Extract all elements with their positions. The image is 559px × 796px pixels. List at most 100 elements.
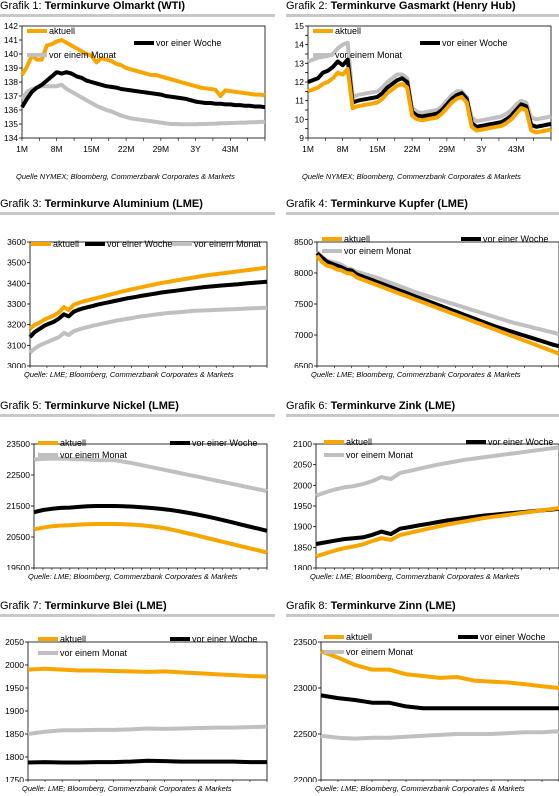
y-tick-label: 8000	[294, 268, 313, 278]
legend-label: aktuell	[344, 234, 370, 244]
line-chart: 650070007500800085001M8M15M22M29M3Y43Mak…	[294, 234, 559, 368]
series-line-3	[27, 724, 268, 736]
series-line-3	[307, 40, 552, 124]
y-tick-label: 13	[295, 58, 305, 68]
chart-title-prefix: Grafik 1	[0, 0, 39, 12]
plot-frame	[29, 241, 268, 367]
series-line-2	[320, 693, 559, 711]
x-tick-label: 29M	[153, 144, 170, 154]
title-separator: :	[324, 0, 331, 12]
title-rule	[0, 614, 275, 617]
legend-label: vor einer Woche	[192, 634, 257, 644]
chart-title-text: Terminkurve Zinn (LME)	[330, 600, 456, 612]
chart-title-text: Terminkurve Nickel (LME)	[44, 400, 179, 412]
y-tick-label: 12	[295, 77, 305, 87]
chart-title: Grafik 6: Terminkurve Zink (LME)	[286, 400, 455, 413]
legend-label: vor einem Monat	[60, 450, 128, 460]
title-separator: :	[38, 0, 45, 12]
y-tick-label: 136	[4, 105, 18, 115]
line-chart: 18001850190019502000205021001M8M15M22Mak…	[293, 437, 559, 570]
y-tick-label: 140	[4, 49, 18, 59]
y-tick-label: 3600	[7, 237, 26, 247]
chart-title: Grafik 2: Terminkurve Gasmarkt (Henry Hu…	[286, 0, 516, 13]
series-line-1	[33, 522, 268, 555]
chart-title: Grafik 7: Terminkurve Blei (LME)	[0, 600, 167, 613]
chart-source: Quelle: LME; Bloomberg, Commerzbank Corp…	[311, 370, 521, 379]
chart-title-prefix: Grafik 3	[0, 198, 39, 210]
legend-label: vor einem Monat	[194, 239, 262, 249]
plot-frame	[320, 641, 559, 781]
y-tick-label: 21500	[6, 501, 30, 511]
y-tick-label: 23500	[6, 439, 30, 449]
chart-title-text: Terminkurve Kupfer (LME)	[330, 198, 468, 210]
legend-label: aktuell	[335, 26, 361, 36]
title-rule	[286, 14, 559, 17]
y-tick-label: 2100	[293, 439, 312, 449]
series-line-1	[28, 265, 268, 331]
y-tick-label: 1750	[5, 775, 24, 782]
y-tick-label: 3300	[7, 299, 26, 309]
line-chart: 134 135 136 137 138 139 140 141 142 1M 8M 15M 22M 29M…	[4, 21, 266, 154]
chart-title: Grafik 1: Terminkurve Olmarkt (WTI)	[0, 0, 185, 13]
title-separator: :	[38, 400, 45, 412]
series-line-2	[33, 504, 268, 533]
title-rule	[0, 14, 275, 17]
y-tick-label: 141	[4, 35, 18, 45]
y-tick-label: 1900	[5, 706, 24, 716]
chart-panel-3: Grafik 3: Terminkurve Aluminium (LME) 300…	[0, 198, 275, 394]
x-tick-label: 43M	[508, 144, 525, 154]
series-line-3	[20, 82, 265, 127]
chart-panel-7: Grafik 7: Terminkurve Blei (LME) 1750 1800…	[0, 600, 275, 796]
legend-label: vor einem Monat	[346, 450, 414, 460]
legend-label: vor einer Woche	[488, 437, 553, 447]
chart-title: Grafik 4: Terminkurve Kupfer (LME)	[286, 198, 468, 211]
y-tick-label: 137	[4, 91, 18, 101]
y-tick-label: 1850	[5, 729, 24, 739]
title-separator: :	[324, 400, 331, 412]
y-tick-label: 14	[295, 40, 305, 50]
chart-title-text: Terminkurve Olmarkt (WTI)	[44, 0, 186, 12]
y-tick-label: 3500	[7, 258, 26, 268]
y-tick-label: 10	[295, 114, 305, 124]
series-line-2	[307, 57, 552, 129]
chart-title-text: Terminkurve Aluminium (LME)	[44, 198, 203, 210]
title-rule	[286, 212, 559, 215]
line-chart: 220002250023000235001M4M7M10M13Maktuellv…	[293, 632, 559, 782]
series-line-2	[315, 251, 559, 349]
chart-title: Grafik 3: Terminkurve Aluminium (LME)	[0, 198, 203, 211]
x-tick-label: 8M	[51, 144, 63, 154]
series-line-3	[315, 250, 559, 337]
x-tick-label: 15M	[369, 144, 386, 154]
line-chart: 9 10 11 12 13 14 15 1M 8M 15M 22M 29M 3Y 43M aktuell vo…	[295, 21, 552, 154]
title-separator: :	[38, 600, 45, 612]
x-tick-label: 3Y	[190, 144, 201, 154]
chart-title-prefix: Grafik 2	[286, 0, 325, 12]
series-line-2	[20, 70, 266, 110]
chart-panel-2: Grafik 2: Terminkurve Gasmarkt (Henry Hu…	[286, 0, 559, 196]
chart-title-prefix: Grafik 5	[0, 400, 39, 412]
y-tick-label: 22500	[6, 470, 30, 480]
series-line-3	[315, 445, 559, 498]
x-tick-label: 1M	[16, 144, 28, 154]
y-tick-label: 2050	[293, 460, 312, 470]
chart-source: Quelle: LME; Bloomberg, Commerzbank Corp…	[28, 572, 238, 581]
legend-label: aktuell	[60, 634, 86, 644]
chart-title-prefix: Grafik 8	[286, 600, 325, 612]
y-tick-label: 1850	[293, 542, 312, 552]
series-line-1	[27, 666, 268, 679]
x-tick-label: 22M	[404, 144, 421, 154]
y-tick-label: 1800	[5, 752, 24, 762]
title-rule	[286, 414, 559, 417]
x-tick-label: 43M	[222, 144, 239, 154]
series-line-2	[28, 279, 268, 339]
chart-source: Quelle: LME; Bloomberg, Commerzbank Corp…	[22, 784, 232, 793]
title-rule	[0, 414, 275, 417]
chart-panel-5: Grafik 5: Terminkurve Nickel (LME) 19500 2…	[0, 400, 275, 596]
y-tick-label: 9	[299, 133, 304, 143]
y-tick-label: 23500	[293, 637, 317, 647]
y-tick-label: 22500	[293, 729, 317, 739]
legend-label: aktuell	[49, 26, 75, 36]
y-tick-label: 3100	[7, 340, 26, 350]
legend-label: aktuell	[346, 632, 372, 642]
title-rule	[286, 614, 559, 617]
